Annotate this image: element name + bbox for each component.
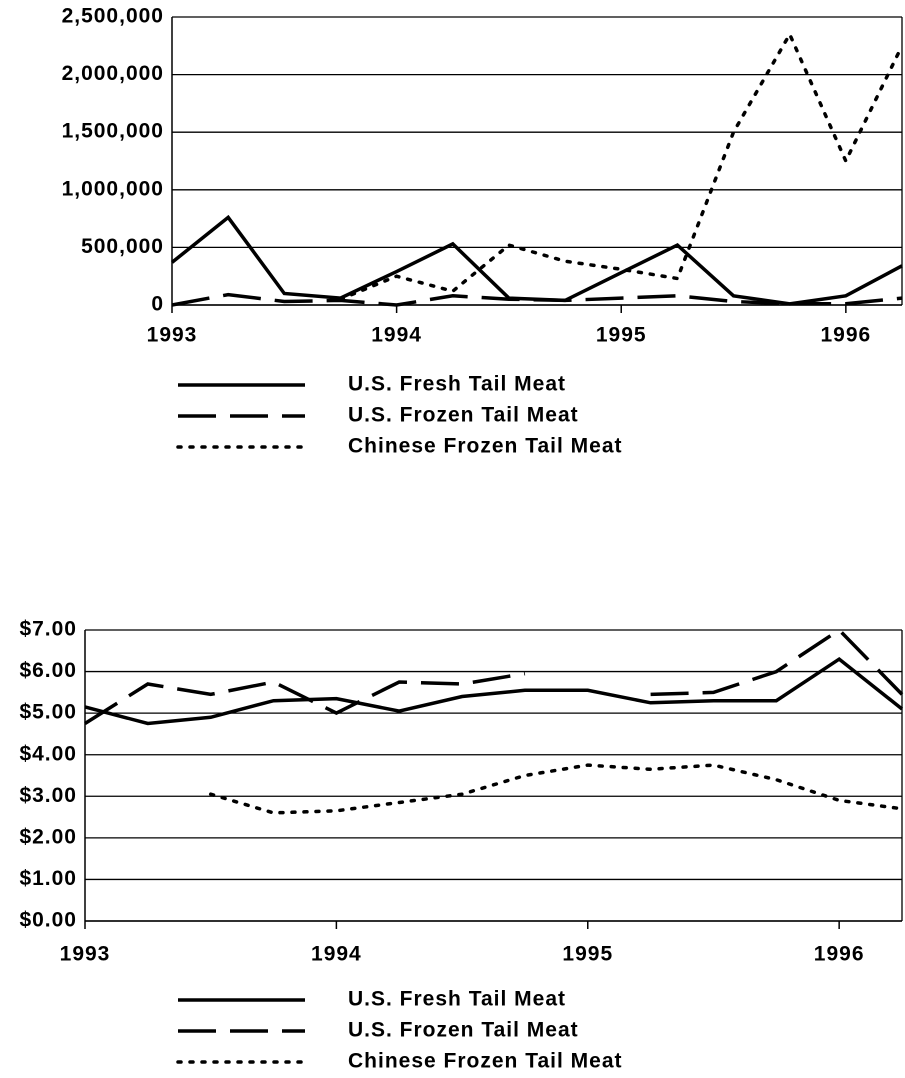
x-tick-label: 1994 — [311, 943, 362, 966]
x-tick-label: 1996 — [814, 943, 865, 966]
legend-label: Chinese Frozen Tail Meat — [348, 1050, 623, 1073]
y-tick-label: $7.00 — [19, 618, 77, 641]
y-tick-label: 2,500,000 — [62, 5, 164, 28]
y-tick-label: $1.00 — [19, 867, 77, 890]
y-tick-label: 1,000,000 — [62, 177, 164, 200]
legend-label: U.S. Frozen Tail Meat — [348, 1019, 579, 1042]
legend-label: Chinese Frozen Tail Meat — [348, 435, 623, 458]
x-tick-label: 1995 — [562, 943, 613, 966]
legend-label: U.S. Frozen Tail Meat — [348, 404, 579, 427]
series-line — [338, 30, 904, 301]
series-line — [170, 214, 903, 306]
series-line — [84, 656, 904, 726]
y-tick-label: 1,500,000 — [62, 120, 164, 143]
y-tick-label: $6.00 — [19, 659, 77, 682]
x-tick-label: 1993 — [147, 324, 198, 347]
y-tick-label: 2,000,000 — [62, 62, 164, 85]
y-tick-label: 500,000 — [81, 235, 164, 258]
y-tick-label: $4.00 — [19, 742, 77, 765]
legend-label: U.S. Fresh Tail Meat — [348, 988, 566, 1011]
y-tick-label: 0 — [151, 293, 164, 316]
legend-label: U.S. Fresh Tail Meat — [348, 373, 566, 396]
y-tick-label: $3.00 — [19, 784, 77, 807]
x-tick-label: 1996 — [820, 324, 871, 347]
series-line — [208, 763, 904, 815]
x-tick-label: 1993 — [60, 943, 111, 966]
y-tick-label: $2.00 — [19, 825, 77, 848]
y-tick-label: $5.00 — [19, 701, 77, 724]
series-line — [171, 292, 903, 307]
x-tick-label: 1995 — [596, 324, 647, 347]
y-tick-label: $0.00 — [19, 909, 77, 932]
series-line — [84, 627, 904, 725]
x-tick-label: 1994 — [371, 324, 422, 347]
